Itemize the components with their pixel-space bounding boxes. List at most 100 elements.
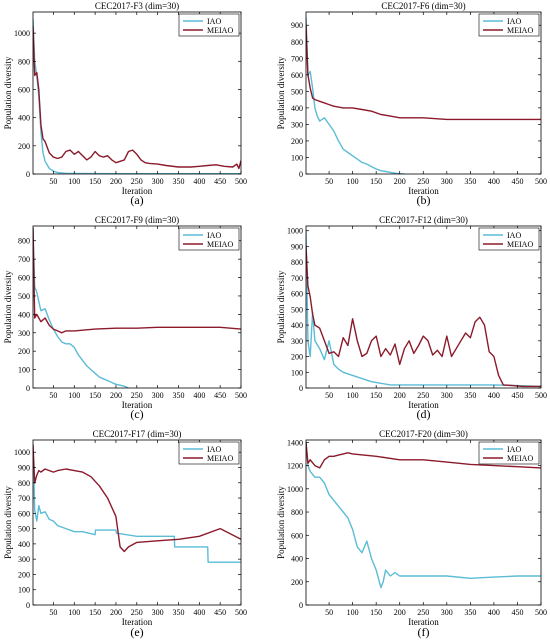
y-tick-label: 200	[291, 353, 303, 362]
x-tick-label: 250	[417, 391, 429, 400]
y-tick-label: 700	[18, 255, 30, 264]
y-tick-label: 800	[18, 479, 30, 488]
y-tick-label: 600	[291, 290, 303, 299]
y-tick-label: 0	[299, 170, 303, 179]
panel-caption: (c)	[130, 407, 143, 421]
x-tick-label: 450	[511, 177, 523, 186]
y-tick-label: 500	[18, 525, 30, 534]
x-tick-label: 500	[535, 608, 547, 617]
y-tick-label: 1000	[287, 485, 303, 494]
y-axis-label: Population diversity	[276, 56, 286, 129]
legend-label: MEIAO	[207, 26, 233, 35]
x-tick-label: 350	[172, 391, 184, 400]
chart-title: CEC2017-F17 (dim=30)	[93, 429, 182, 439]
y-axis-label: Population diversity	[3, 56, 13, 129]
x-tick-label: 450	[214, 391, 226, 400]
x-axis-label: Iteration	[122, 186, 153, 196]
y-tick-label: 600	[18, 274, 30, 283]
x-tick-label: 250	[131, 177, 143, 186]
y-tick-label: 1000	[287, 227, 303, 236]
x-tick-label: 400	[193, 391, 205, 400]
x-axis-label: Iteration	[122, 617, 153, 627]
legend-label: IAO	[507, 231, 521, 240]
chart-title: CEC2017-F3 (dim=30)	[95, 1, 179, 11]
x-tick-label: 200	[110, 391, 122, 400]
series-line-meiao	[33, 26, 241, 170]
x-tick-label: 400	[193, 177, 205, 186]
x-tick-label: 300	[152, 608, 164, 617]
y-tick-label: 1000	[14, 448, 30, 457]
panel-caption: (b)	[417, 193, 431, 207]
y-tick-label: 900	[18, 464, 30, 473]
y-tick-label: 600	[18, 85, 30, 94]
chart-panel-1: CEC2017-F3 (dim=30) 50 100 150 200 250 300 350 4…	[3, 1, 247, 207]
x-tick-label: 150	[89, 608, 101, 617]
y-tick-label: 700	[18, 494, 30, 503]
y-axis-label: Population diversity	[3, 270, 13, 343]
series-line-meiao	[306, 442, 541, 469]
y-tick-label: 1400	[287, 438, 303, 447]
x-tick-label: 150	[370, 391, 382, 400]
x-tick-label: 500	[235, 177, 247, 186]
y-axis-label: Population diversity	[276, 270, 286, 343]
x-tick-label: 200	[394, 608, 406, 617]
x-tick-label: 450	[214, 177, 226, 186]
chart-panel-5: CEC2017-F17 (dim=30) 50 100 150 200 250 300 350…	[3, 429, 247, 639]
x-tick-label: 200	[394, 391, 406, 400]
y-tick-label: 800	[18, 57, 30, 66]
x-tick-label: 450	[511, 391, 523, 400]
legend-label: IAO	[507, 445, 521, 454]
series-line-iao	[306, 230, 541, 388]
y-tick-label: 400	[18, 114, 30, 123]
legend-label: IAO	[207, 231, 221, 240]
panel-caption: (f)	[418, 625, 430, 639]
y-axis-label: Population diversity	[3, 486, 13, 559]
y-tick-label: 100	[18, 366, 30, 375]
y-tick-label: 200	[291, 137, 303, 146]
x-tick-label: 500	[235, 391, 247, 400]
panel-caption: (d)	[417, 407, 431, 421]
x-tick-label: 200	[110, 177, 122, 186]
legend-label: MEIAO	[507, 26, 533, 35]
y-tick-label: 300	[18, 329, 30, 338]
plot-frame	[32, 439, 242, 606]
x-tick-label: 450	[214, 608, 226, 617]
x-tick-label: 150	[370, 177, 382, 186]
y-tick-label: 900	[291, 242, 303, 251]
chart-title: CEC2017-F12 (dim=30)	[379, 215, 468, 225]
legend-label: MEIAO	[507, 240, 533, 249]
series-line-meiao	[33, 444, 241, 553]
y-tick-label: 700	[291, 54, 303, 63]
x-tick-label: 500	[535, 391, 547, 400]
x-axis-label: Iteration	[408, 617, 439, 627]
panel-caption: (a)	[130, 193, 143, 207]
y-tick-label: 800	[291, 508, 303, 517]
y-tick-label: 400	[291, 321, 303, 330]
x-tick-label: 100	[347, 177, 359, 186]
y-tick-label: 800	[18, 237, 30, 246]
y-axis-label: Population diversity	[276, 486, 286, 559]
y-tick-label: 400	[18, 540, 30, 549]
y-tick-label: 0	[26, 170, 30, 179]
y-tick-label: 100	[291, 368, 303, 377]
chart-title: CEC2017-F9 (dim=30)	[95, 215, 179, 225]
x-tick-label: 350	[464, 177, 476, 186]
plot-frame	[305, 439, 542, 606]
x-tick-label: 400	[193, 608, 205, 617]
x-tick-label: 50	[325, 608, 333, 617]
x-tick-label: 50	[49, 608, 57, 617]
series-line-iao	[306, 16, 405, 174]
y-tick-label: 900	[291, 21, 303, 30]
series-line-meiao	[33, 227, 241, 334]
x-tick-label: 250	[417, 608, 429, 617]
y-tick-label: 0	[26, 384, 30, 393]
y-tick-label: 700	[291, 274, 303, 283]
plot-frame	[305, 225, 542, 389]
x-tick-label: 50	[49, 177, 57, 186]
y-tick-label: 300	[291, 120, 303, 129]
legend-label: MEIAO	[207, 454, 233, 463]
legend-label: IAO	[207, 445, 221, 454]
x-tick-label: 50	[49, 391, 57, 400]
